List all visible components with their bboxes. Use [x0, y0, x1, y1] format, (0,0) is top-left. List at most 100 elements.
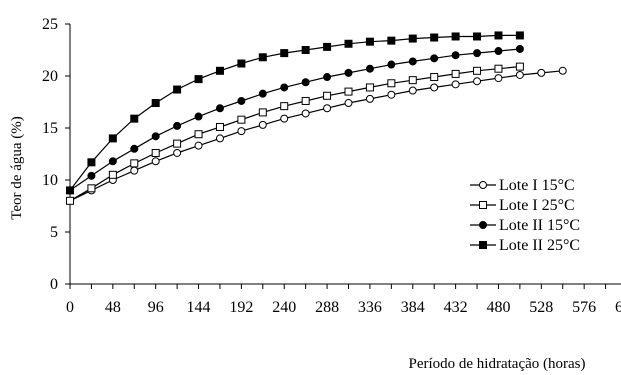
data-point: [237, 96, 246, 105]
y-axis-label: Teor de água (%): [9, 116, 25, 219]
legend-item: Lote II 15°C: [470, 217, 580, 234]
data-point: [494, 31, 503, 40]
data-point: [280, 83, 289, 92]
legend-item: Lote II 25°C: [470, 237, 580, 254]
data-point: [237, 127, 246, 136]
legend-item: Lote I 25°C: [470, 197, 575, 214]
series-line: [69, 70, 563, 202]
data-point: [194, 75, 203, 84]
legend-label: Lote II 25°C: [499, 237, 580, 254]
data-point: [280, 49, 289, 58]
data-point: [258, 108, 267, 117]
data-point: [479, 181, 487, 189]
data-point: [237, 59, 246, 68]
data-point: [387, 36, 396, 45]
data-point: [258, 89, 267, 98]
data-point: [323, 104, 332, 113]
data-point: [473, 49, 482, 58]
data-point: [151, 132, 160, 141]
x-axis-label: Período de hidratação (horas): [408, 356, 585, 372]
series-line: [69, 34, 520, 191]
data-point: [151, 99, 160, 108]
x-tick-label: 144: [187, 299, 211, 316]
data-point: [451, 80, 460, 89]
data-point: [365, 37, 374, 46]
x-ticks: 0 48 96 144 192 240 288 336 384 432 480 528 576 624: [66, 284, 621, 316]
data-point: [451, 32, 460, 41]
legend-label: Lote I 25°C: [499, 197, 575, 214]
series-4: [66, 31, 524, 195]
data-point: [87, 158, 96, 167]
x-tick-label: 48: [105, 299, 121, 316]
y-ticks: 0 5 10 15 20 25: [42, 16, 70, 293]
data-point: [215, 104, 224, 113]
series-line: [69, 48, 520, 191]
data-point: [258, 53, 267, 62]
data-point: [258, 120, 267, 129]
data-point: [323, 42, 332, 51]
axes: 0 5 10 15 20 25 0 48 96 144 192 240 288 336 384 432 480…: [42, 16, 621, 316]
data-point: [537, 68, 546, 77]
data-point: [479, 241, 487, 249]
data-point: [151, 157, 160, 166]
data-point: [194, 130, 203, 139]
x-tick-label: 624: [615, 299, 621, 316]
data-point: [344, 68, 353, 77]
data-point: [173, 85, 182, 94]
data-point: [344, 87, 353, 96]
data-point: [130, 144, 139, 153]
data-point: [301, 78, 310, 87]
data-point: [515, 70, 524, 79]
data-point: [108, 157, 117, 166]
data-point: [473, 66, 482, 75]
data-point: [451, 69, 460, 78]
data-point: [108, 170, 117, 179]
data-point: [430, 73, 439, 82]
data-point: [66, 186, 74, 195]
x-tick-label: 96: [148, 299, 164, 316]
series-3: [66, 44, 524, 195]
legend: Lote I 15°C Lote I 25°C Lote II 15°C Lote I…: [470, 177, 580, 254]
x-tick-label: 576: [572, 299, 596, 316]
data-point: [215, 134, 224, 143]
data-point: [365, 64, 374, 73]
data-point: [365, 94, 374, 103]
series-1: [66, 66, 567, 205]
data-point: [323, 73, 332, 82]
data-point: [130, 166, 139, 175]
data-point: [173, 121, 182, 130]
x-tick-label: 480: [486, 299, 510, 316]
data-point: [237, 115, 246, 124]
data-point: [387, 60, 396, 69]
y-tick-label: 25: [42, 16, 58, 33]
data-point: [365, 83, 374, 92]
data-point: [301, 96, 310, 105]
series-line: [69, 66, 520, 202]
data-point: [515, 31, 524, 40]
legend-item: Lote I 15°C: [470, 177, 575, 194]
y-tick-label: 20: [42, 68, 58, 85]
data-point: [215, 66, 224, 75]
data-point: [479, 201, 487, 209]
data-point: [194, 112, 203, 121]
x-tick-label: 0: [66, 299, 74, 316]
data-point: [173, 148, 182, 157]
data-point: [494, 74, 503, 83]
x-tick-label: 288: [315, 299, 339, 316]
data-point: [87, 184, 96, 193]
data-point: [515, 44, 524, 53]
y-tick-label: 5: [50, 224, 58, 241]
data-point: [194, 141, 203, 150]
y-tick-label: 10: [42, 172, 58, 189]
data-point: [387, 90, 396, 99]
y-tick-label: 0: [50, 276, 58, 293]
data-point: [301, 109, 310, 118]
data-point: [430, 83, 439, 92]
data-point: [323, 91, 332, 100]
x-tick-label: 240: [272, 299, 296, 316]
data-point: [408, 86, 417, 95]
data-point: [408, 34, 417, 43]
data-point: [479, 221, 487, 229]
data-point: [130, 114, 139, 123]
